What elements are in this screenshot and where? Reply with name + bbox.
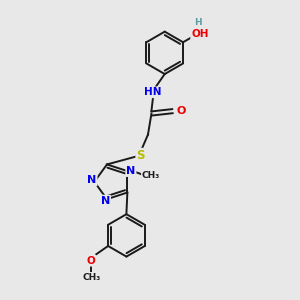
Text: H: H bbox=[194, 18, 202, 27]
Text: CH₃: CH₃ bbox=[142, 171, 160, 180]
Text: N: N bbox=[101, 196, 110, 206]
Text: O: O bbox=[87, 256, 96, 266]
Text: HN: HN bbox=[144, 87, 162, 97]
Text: O: O bbox=[176, 106, 186, 116]
Text: N: N bbox=[87, 175, 97, 185]
Text: S: S bbox=[136, 149, 145, 162]
Text: OH: OH bbox=[191, 29, 208, 39]
Text: N: N bbox=[126, 166, 136, 176]
Text: CH₃: CH₃ bbox=[82, 273, 100, 282]
